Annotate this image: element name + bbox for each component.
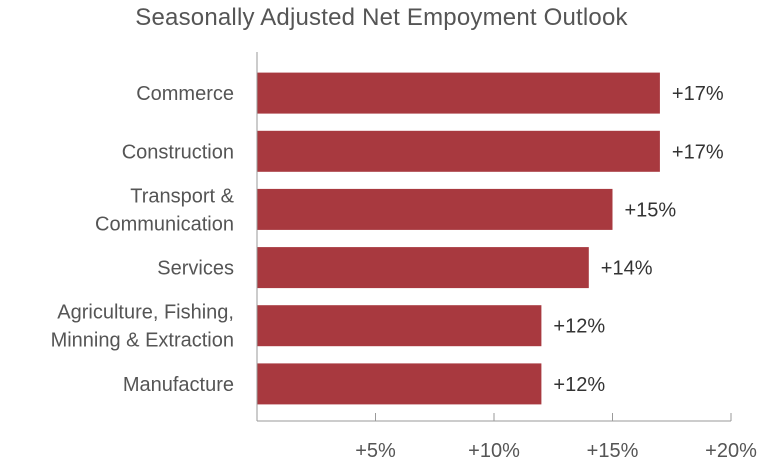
chart-title: Seasonally Adjusted Net Empoyment Outloo…	[135, 4, 628, 31]
category-label-5-line-2: Minning & Extraction	[51, 330, 234, 352]
category-label-5-line-1: Agriculture, Fishing,	[57, 302, 234, 324]
bar-5	[257, 305, 542, 347]
x-tick-label-2: +10%	[468, 440, 520, 462]
x-tick-label-3: +15%	[587, 440, 639, 462]
category-label-3-line-2: Communication	[95, 213, 234, 235]
bar-value-label-6: +12%	[553, 374, 605, 396]
x-tick-label-4: +20%	[705, 440, 757, 462]
category-label-6: Manufacture	[123, 374, 234, 396]
bar-value-label-1: +17%	[672, 83, 724, 105]
bar-value-label-3: +15%	[625, 199, 677, 221]
category-label-2: Construction	[122, 141, 234, 163]
bar-2	[257, 130, 660, 172]
category-label-4: Services	[157, 258, 234, 280]
bar-value-label-5: +12%	[553, 316, 605, 338]
bar-value-label-4: +14%	[601, 258, 653, 280]
category-label-3-line-1: Transport &	[130, 185, 234, 207]
bar-value-label-2: +17%	[672, 141, 724, 163]
bar-6	[257, 363, 542, 405]
bar-1	[257, 72, 660, 114]
category-label-1: Commerce	[136, 83, 234, 105]
x-tick-label-1: +5%	[355, 440, 396, 462]
bar-4	[257, 247, 589, 289]
bar-3	[257, 188, 613, 230]
